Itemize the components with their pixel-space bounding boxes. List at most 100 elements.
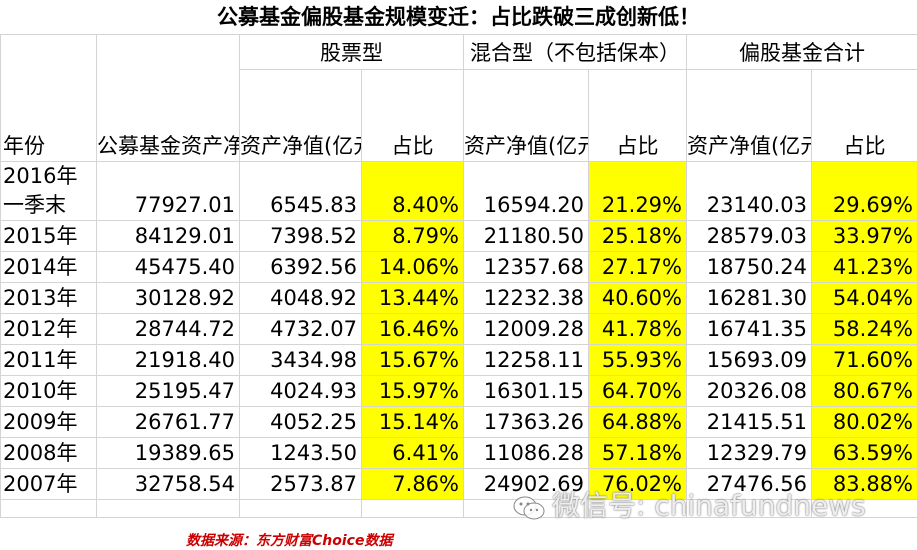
mixed-nav-cell: 12258.11 [464,345,589,376]
mixed-ratio-cell: 41.78% [589,314,687,345]
year-cell: 2012年 [1,314,97,345]
total-nav-cell: 26761.77 [97,407,240,438]
total-nav-cell: 77927.01 [97,162,240,221]
equity-nav-cell: 16741.35 [687,314,812,345]
equity-ratio-cell: 33.97% [812,221,917,252]
year-cell: 2014年 [1,252,97,283]
year-cell: 2015年 [1,221,97,252]
equity-ratio-cell: 58.24% [812,314,917,345]
header-equity-ratio: 占比 [812,70,917,162]
table-row: 2013年 30128.92 4048.92 13.44% 12232.38 4… [1,283,917,314]
total-nav-cell: 45475.40 [97,252,240,283]
header-mixed-nav: 资产净值(亿元) [464,70,589,162]
mixed-ratio-cell: 55.93% [589,345,687,376]
table-title: 公募基金偏股基金规模变迁：占比跌破三成创新低！ [0,0,917,34]
header-stock-ratio: 占比 [362,70,464,162]
table-row: 2014年 45475.40 6392.56 14.06% 12357.68 2… [1,252,917,283]
mixed-ratio-cell: 21.29% [589,162,687,221]
equity-nav-cell: 18750.24 [687,252,812,283]
table-row: 2012年 28744.72 4732.07 16.46% 12009.28 4… [1,314,917,345]
stock-ratio-cell: 15.67% [362,345,464,376]
equity-nav-cell: 21415.51 [687,407,812,438]
year-cell: 2013年 [1,283,97,314]
header-stock-nav: 资产净值(亿元) [240,70,362,162]
stock-ratio-cell: 6.41% [362,438,464,469]
table-row: 2011年 21918.40 3434.98 15.67% 12258.11 5… [1,345,917,376]
stock-nav-cell: 4052.25 [240,407,362,438]
stock-ratio-cell: 16.46% [362,314,464,345]
stock-nav-cell: 4048.92 [240,283,362,314]
header-group-row: 年份 公募基金资产净值(亿元) 股票型 混合型（不包括保本） 偏股基金合计 [1,35,917,70]
total-nav-cell: 25195.47 [97,376,240,407]
stock-nav-cell: 1243.50 [240,438,362,469]
stock-nav-cell: 3434.98 [240,345,362,376]
stock-ratio-cell: 7.86% [362,469,464,500]
stock-nav-cell: 6545.83 [240,162,362,221]
mixed-ratio-cell: 57.18% [589,438,687,469]
equity-nav-cell: 28579.03 [687,221,812,252]
mixed-nav-cell: 12232.38 [464,283,589,314]
header-equity-nav: 资产净值(亿元) [687,70,812,162]
total-nav-cell: 84129.01 [97,221,240,252]
mixed-ratio-cell: 27.17% [589,252,687,283]
equity-ratio-cell: 29.69% [812,162,917,221]
mixed-ratio-cell: 40.60% [589,283,687,314]
equity-nav-cell: 20326.08 [687,376,812,407]
equity-nav-cell: 12329.79 [687,438,812,469]
mixed-nav-cell: 17363.26 [464,407,589,438]
mixed-nav-cell: 16594.20 [464,162,589,221]
equity-nav-cell: 16281.30 [687,283,812,314]
equity-ratio-cell: 54.04% [812,283,917,314]
stock-nav-cell: 4732.07 [240,314,362,345]
mixed-nav-cell: 21180.50 [464,221,589,252]
equity-ratio-cell: 41.23% [812,252,917,283]
stock-ratio-cell: 13.44% [362,283,464,314]
header-total-nav: 公募基金资产净值(亿元) [97,35,240,162]
equity-nav-cell: 15693.09 [687,345,812,376]
table-row: 2008年 19389.65 1243.50 6.41% 11086.28 57… [1,438,917,469]
mixed-nav-cell: 16301.15 [464,376,589,407]
stock-nav-cell: 2573.87 [240,469,362,500]
table-row: 2009年 26761.77 4052.25 15.14% 17363.26 6… [1,407,917,438]
stock-nav-cell: 4024.93 [240,376,362,407]
total-nav-cell: 28744.72 [97,314,240,345]
stock-nav-cell: 6392.56 [240,252,362,283]
equity-ratio-cell: 63.59% [812,438,917,469]
total-nav-cell: 32758.54 [97,469,240,500]
mixed-ratio-cell: 64.88% [589,407,687,438]
mixed-ratio-cell: 64.70% [589,376,687,407]
total-nav-cell: 21918.40 [97,345,240,376]
data-source-note: 数据来源：东方财富Choice数据 [186,530,392,550]
table-row: 2010年 25195.47 4024.93 15.97% 16301.15 6… [1,376,917,407]
watermark-text: 微信号: chinafundnews [552,489,866,522]
mixed-nav-cell: 12357.68 [464,252,589,283]
header-mixed-ratio: 占比 [589,70,687,162]
year-cell: 2010年 [1,376,97,407]
equity-ratio-cell: 80.02% [812,407,917,438]
total-nav-cell: 30128.92 [97,283,240,314]
stock-ratio-cell: 8.40% [362,162,464,221]
equity-ratio-cell: 71.60% [812,345,917,376]
table-row: 2015年 84129.01 7398.52 8.79% 21180.50 25… [1,221,917,252]
header-group-mixed: 混合型（不包括保本） [464,35,687,70]
year-cell: 2008年 [1,438,97,469]
stock-ratio-cell: 15.97% [362,376,464,407]
total-nav-cell: 19389.65 [97,438,240,469]
year-cell: 2011年 [1,345,97,376]
year-cell: 2009年 [1,407,97,438]
header-group-stock: 股票型 [240,35,464,70]
stock-nav-cell: 7398.52 [240,221,362,252]
stock-ratio-cell: 8.79% [362,221,464,252]
wechat-icon [512,494,546,520]
mixed-nav-cell: 11086.28 [464,438,589,469]
header-group-equity-total: 偏股基金合计 [687,35,917,70]
header-year: 年份 [1,35,97,162]
stock-ratio-cell: 15.14% [362,407,464,438]
year-cell: 2016年一季末 [1,162,97,221]
year-cell: 2007年 [1,469,97,500]
wechat-watermark: 微信号: chinafundnews [512,488,904,524]
mixed-ratio-cell: 25.18% [589,221,687,252]
stock-ratio-cell: 14.06% [362,252,464,283]
fund-scale-table: 年份 公募基金资产净值(亿元) 股票型 混合型（不包括保本） 偏股基金合计 资产… [0,34,917,518]
mixed-nav-cell: 12009.28 [464,314,589,345]
